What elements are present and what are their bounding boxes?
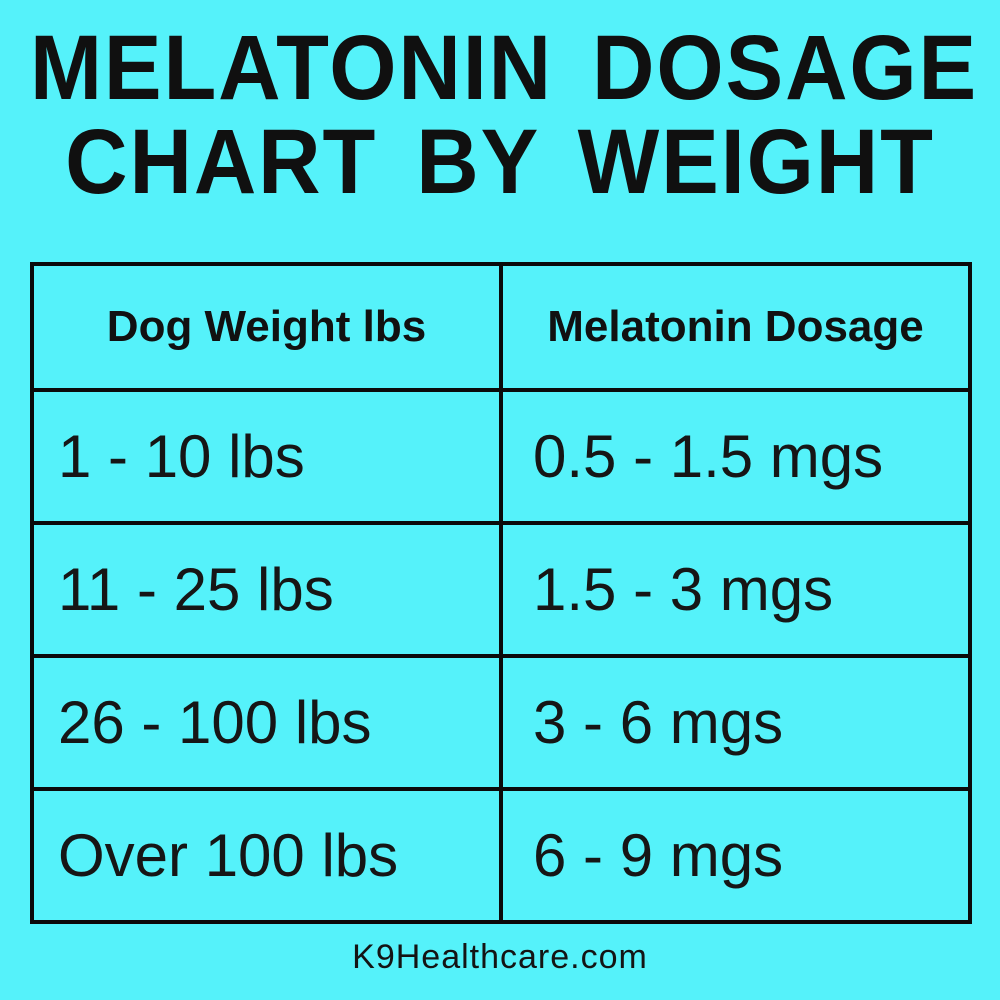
table-header-row: Dog Weight lbs Melatonin Dosage xyxy=(30,262,972,392)
weight-range-cell: 1 - 10 lbs xyxy=(30,388,503,525)
dosage-table-body: 1 - 10 lbs 0.5 - 1.5 mgs 11 - 25 lbs 1.5… xyxy=(30,388,972,924)
dosage-table: Dog Weight lbs Melatonin Dosage 1 - 10 l… xyxy=(30,262,972,924)
table-row: 1 - 10 lbs 0.5 - 1.5 mgs xyxy=(30,388,972,525)
dosage-range-cell: 3 - 6 mgs xyxy=(499,654,972,791)
weight-range-cell: 11 - 25 lbs xyxy=(30,521,503,658)
footer-website-url: K9Healthcare.com xyxy=(352,938,648,976)
page-title-line-1: MELATONIN DOSAGE xyxy=(30,17,979,119)
dosage-range-cell: 0.5 - 1.5 mgs xyxy=(499,388,972,525)
column-header-melatonin-dosage: Melatonin Dosage xyxy=(499,262,972,392)
weight-range-cell: 26 - 100 lbs xyxy=(30,654,503,791)
page-title: MELATONIN DOSAGE CHART BY WEIGHT xyxy=(30,17,979,213)
table-row: 26 - 100 lbs 3 - 6 mgs xyxy=(30,654,972,791)
dosage-range-cell: 1.5 - 3 mgs xyxy=(499,521,972,658)
dosage-range-cell: 6 - 9 mgs xyxy=(499,787,972,924)
table-row: Over 100 lbs 6 - 9 mgs xyxy=(30,787,972,924)
table-row: 11 - 25 lbs 1.5 - 3 mgs xyxy=(30,521,972,658)
page-title-line-2: CHART BY WEIGHT xyxy=(65,110,935,213)
weight-range-cell: Over 100 lbs xyxy=(30,787,503,924)
column-header-dog-weight: Dog Weight lbs xyxy=(30,262,503,392)
dosage-table-header: Dog Weight lbs Melatonin Dosage xyxy=(30,262,972,392)
